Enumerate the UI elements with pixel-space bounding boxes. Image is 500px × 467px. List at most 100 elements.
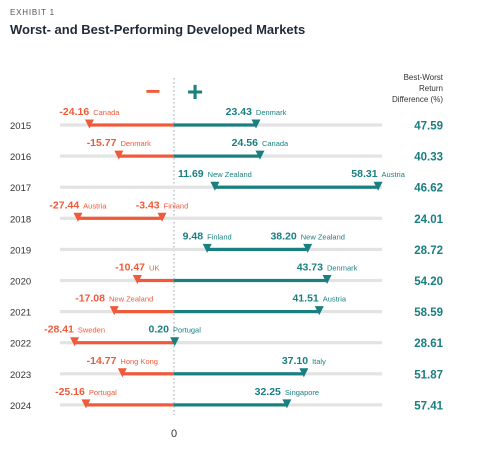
- best-value: 41.51: [292, 293, 318, 305]
- negative-span: [122, 372, 174, 376]
- best-marker: [314, 306, 324, 316]
- best-country: Canada: [262, 139, 289, 148]
- best-value: 24.56: [232, 137, 258, 149]
- worst-country: New Zealand: [109, 295, 153, 304]
- worst-marker: [109, 306, 119, 316]
- best-label: 37.10 Italy: [282, 355, 326, 367]
- worst-label: -17.08 New Zealand: [75, 293, 153, 305]
- best-label: 41.51 Austria: [292, 293, 346, 305]
- year-label: 2024: [10, 401, 31, 412]
- difference-value: 47.59: [414, 121, 443, 133]
- best-label: 0.20 Portugal: [149, 324, 202, 336]
- worst-marker: [132, 275, 142, 284]
- worst-value: 11.69: [178, 168, 204, 180]
- worst-label: 11.69 New Zealand: [178, 168, 252, 180]
- difference-value: 46.62: [414, 183, 443, 195]
- best-marker: [170, 337, 180, 347]
- best-value: 37.10: [282, 355, 308, 367]
- year-label: 2016: [10, 152, 31, 163]
- best-country: Finland: [164, 201, 189, 210]
- best-marker: [373, 181, 383, 191]
- best-marker: [251, 119, 261, 129]
- negative-span: [118, 154, 174, 158]
- best-country: Austria: [382, 170, 406, 179]
- best-label: 43.73 Denmark: [297, 262, 358, 274]
- difference-value: 57.41: [414, 400, 443, 412]
- best-label: 58.31 Austria: [351, 168, 405, 180]
- best-label: 24.56 Canada: [232, 137, 289, 149]
- best-label: 23.43 Denmark: [226, 106, 287, 118]
- worst-value: -27.44: [49, 199, 79, 211]
- best-country: Austria: [323, 295, 347, 304]
- difference-value: 51.87: [414, 369, 443, 381]
- worst-value: 9.48: [183, 230, 204, 242]
- worst-value: -14.77: [87, 355, 117, 367]
- best-country: Italy: [312, 357, 326, 366]
- best-marker: [255, 150, 265, 160]
- worst-label: -28.41 Sweden: [44, 324, 105, 336]
- negative-span: [77, 216, 162, 220]
- difference-header-line: Return: [419, 84, 443, 93]
- best-country: Denmark: [327, 264, 358, 273]
- negative-span: [114, 310, 174, 314]
- worst-country: New Zealand: [208, 170, 252, 179]
- best-label: 38.20 New Zealand: [270, 230, 344, 242]
- worst-country: Sweden: [78, 326, 105, 335]
- worst-label: 9.48 Finland: [183, 230, 232, 242]
- best-value: -3.43: [136, 199, 160, 211]
- worst-value: -17.08: [75, 293, 105, 305]
- worst-marker: [114, 150, 124, 160]
- year-label: 2021: [10, 308, 31, 319]
- negative-span: [85, 403, 174, 407]
- best-value: 23.43: [226, 106, 252, 118]
- worst-country: Austria: [83, 201, 107, 210]
- worst-label: -14.77 Hong Kong: [87, 355, 158, 367]
- best-marker: [303, 243, 313, 253]
- difference-value: 28.72: [414, 245, 443, 257]
- year-label: 2022: [10, 339, 31, 350]
- difference-header-line: Best-Worst: [404, 73, 444, 82]
- worst-value: -10.47: [115, 262, 145, 274]
- positive-span: [174, 154, 260, 158]
- year-label: 2018: [10, 214, 31, 225]
- worst-label: -25.16 Portugal: [55, 386, 117, 398]
- difference-value: 24.01: [414, 214, 443, 226]
- worst-country: UK: [149, 264, 159, 273]
- worst-marker: [81, 399, 91, 409]
- worst-country: Finland: [207, 232, 232, 241]
- positive-span: [214, 185, 379, 189]
- positive-span: [174, 278, 328, 283]
- best-country: Denmark: [256, 108, 287, 117]
- worst-country: Portugal: [89, 388, 117, 397]
- zero-axis-label: 0: [171, 428, 177, 440]
- positive-span: [174, 403, 287, 407]
- negative-span: [74, 341, 174, 345]
- worst-value: -15.77: [87, 137, 117, 149]
- positive-span: [174, 372, 304, 376]
- difference-value: 28.61: [414, 338, 443, 350]
- best-country: Portugal: [173, 326, 201, 335]
- worst-label: -24.16 Canada: [59, 106, 120, 118]
- best-marker: [299, 368, 309, 378]
- best-value: 38.20: [270, 230, 296, 242]
- best-label: -3.43 Finland: [136, 199, 189, 211]
- year-label: 2023: [10, 370, 31, 381]
- best-marker: [282, 399, 292, 409]
- worst-marker: [210, 181, 220, 191]
- worst-marker: [202, 243, 212, 253]
- negative-span: [89, 123, 174, 127]
- row-track: [60, 341, 382, 345]
- chart-title: Worst- and Best-Performing Developed Mar…: [10, 22, 306, 37]
- year-label: 2015: [10, 121, 31, 132]
- worst-marker: [70, 337, 80, 347]
- worst-marker: [73, 212, 83, 222]
- best-label: 32.25 Singapore: [255, 386, 319, 398]
- plus-symbol: +: [187, 76, 203, 107]
- best-marker: [157, 212, 167, 222]
- difference-header-line: Difference (%): [392, 95, 443, 104]
- year-label: 2020: [10, 277, 31, 288]
- positive-span: [174, 310, 320, 314]
- best-value: 43.73: [297, 262, 323, 274]
- best-value: 0.20: [149, 324, 170, 336]
